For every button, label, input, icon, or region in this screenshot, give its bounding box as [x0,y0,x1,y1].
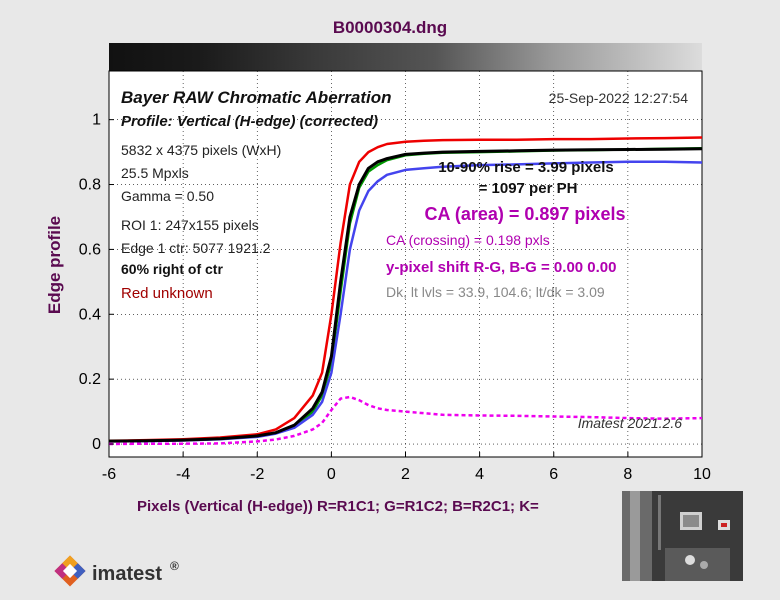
rise-line-2: = 1097 per PH [479,180,578,197]
version-label: Imatest 2021.2.6 [578,415,683,431]
series-line-k [108,147,703,443]
thumbnail-image [622,491,743,581]
x-axis-ticks: -6 -4 -2 0 2 4 6 8 10 [102,452,711,483]
series-line-ca [108,395,703,446]
ca-crossing: CA (crossing) = 0.198 pxls [386,232,550,248]
series-group [108,136,703,446]
x-tick-label: 4 [475,466,484,483]
profile-label: Profile: Vertical (H-edge) (corrected) [121,113,378,130]
edge-image-strip [109,43,702,71]
x-tick-label: 0 [327,466,336,483]
grid-lines [109,71,702,457]
y-tick-label: 0.6 [79,241,101,258]
chart-title: Bayer RAW Chromatic Aberration [121,88,391,107]
figure-title: B0000304.dng [333,18,447,37]
y-axis-label: Edge profile [45,216,64,314]
rise-line-1: 10-90% rise = 3.99 pixels [438,159,614,176]
series-line-r [108,136,703,443]
logo-text: imatest [92,563,162,585]
y-tick-label: 1 [92,112,101,129]
y-tick-label: 0.2 [79,371,101,388]
logo-registered-mark: ® [170,559,179,573]
red-status: Red unknown [121,285,213,302]
x-tick-label: -4 [176,466,190,483]
info-line: Edge 1 ctr: 5077 1921.2 [121,240,271,256]
y-tick-label: 0.4 [79,306,101,323]
y-tick-label: 0 [92,436,101,453]
x-tick-label: 6 [549,466,558,483]
info-line: ROI 1: 247x155 pixels [121,217,259,233]
imatest-logo: imatest ® [54,555,179,587]
dark-light-levels: Dk, lt lvls = 33.9, 104.6; lt/dk = 3.09 [386,284,605,300]
ca-area: CA (area) = 0.897 pixels [425,204,626,224]
info-line: 5832 x 4375 pixels (WxH) [121,142,281,158]
y-tick-label: 0.8 [79,177,101,194]
x-tick-label: 2 [401,466,410,483]
date-stamp: 25-Sep-2022 12:27:54 [549,90,689,106]
x-tick-label: 8 [623,466,632,483]
info-line: Gamma = 0.50 [121,188,214,204]
pixel-shift: y-pixel shift R-G, B-G = 0.00 0.00 [386,259,617,276]
position-label: 60% right of ctr [121,261,223,277]
x-tick-label: -6 [102,466,116,483]
x-tick-label: -2 [250,466,264,483]
info-line: 25.5 Mpxls [121,165,189,181]
x-axis-label: Pixels (Vertical (H-edge)) R=R1C1; G=R1C… [137,498,539,515]
x-tick-label: 10 [693,466,711,483]
y-axis-ticks: 0 0.2 0.4 0.6 0.8 1 [79,112,114,453]
